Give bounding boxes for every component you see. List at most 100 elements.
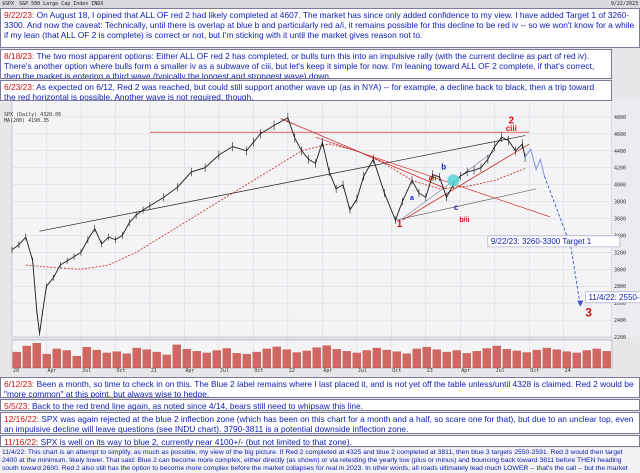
volume-bar: [352, 352, 361, 368]
volume-bar: [382, 349, 391, 368]
wave-label-a: a: [410, 195, 414, 202]
x-tick-label: 24: [565, 368, 571, 374]
volume-bar: [332, 349, 341, 368]
x-tick-label: Apr: [461, 368, 470, 374]
x-tick-label: 23: [427, 368, 433, 374]
volume-bar: [292, 352, 301, 368]
volume-bar: [362, 350, 371, 368]
volume-bar: [152, 351, 161, 368]
y-tick-label: 3600: [614, 217, 626, 223]
x-tick-label: Apr: [185, 368, 194, 374]
volume-bar: [342, 351, 351, 368]
volume-bar: [432, 349, 441, 368]
y-tick-label: 4600: [614, 132, 626, 138]
wave-label-2: 2: [509, 116, 515, 127]
volume-panel: [11, 339, 613, 369]
legend: SPX (Daily) 4320.06 MA(200) 4190.35: [4, 112, 61, 124]
volume-bar: [272, 346, 281, 368]
x-tick-label: 20: [13, 368, 19, 374]
red-rising-line: [402, 143, 530, 221]
x-tick-label: Jul: [82, 368, 91, 374]
volume-bar: [452, 350, 461, 368]
y-tick-label: 4800: [614, 115, 626, 121]
x-tick-label: Jul: [220, 368, 229, 374]
volume-bar: [282, 349, 291, 368]
volume-bar: [442, 351, 451, 368]
black-trend-line: [39, 135, 526, 232]
wave-label-c: c: [454, 203, 459, 212]
note-11-4-22: 11/4/22: This chart is an attempt to sim…: [0, 448, 640, 473]
target1-label: 9/22/23: 3260-3300 Target 1: [491, 237, 592, 246]
volume-bar: [252, 351, 261, 368]
note-12-16-22-date: 12/16/22:: [4, 414, 39, 424]
note-11-16-22-date: 11/16/22:: [4, 437, 39, 447]
target1-box: [487, 235, 621, 248]
volume-bar: [512, 350, 521, 368]
volume-bar: [232, 353, 241, 368]
volume-bar: [92, 349, 101, 368]
volume-bar: [112, 351, 121, 368]
wave-label-a-i: a/i: [429, 175, 437, 182]
volume-bar: [372, 347, 381, 368]
target2-label: 11/4/22: 2550-2591: [589, 293, 640, 302]
target2-box: [585, 291, 640, 304]
y-tick-label: 2600: [614, 301, 626, 307]
volume-bar: [402, 353, 411, 368]
note-6-23-23-date: 6/23/23:: [4, 82, 35, 92]
volume-bar: [322, 345, 331, 368]
volume-bar: [492, 345, 501, 368]
x-tick-label: Jul: [358, 368, 367, 374]
volume-bar: [222, 348, 231, 368]
volume-bar: [412, 348, 421, 368]
note-9-22-23-date: 9/22/23:: [4, 10, 35, 20]
volume-bar: [602, 351, 611, 368]
volume-bar: [202, 352, 211, 368]
inflection-zone-marker: [447, 174, 460, 187]
volume-bar: [142, 349, 151, 368]
chart-header: $SPX S&P 500 Large Cap Index INDX 9/22/2…: [0, 0, 640, 9]
target-arrowhead: [577, 300, 584, 307]
note-8-18-23-text: The two most apparent options: Either AL…: [4, 51, 595, 79]
legend-ma: MA(200) 4190.35: [4, 118, 50, 124]
note-5-5-23: 5/5/23: Back to the red trend line again…: [0, 399, 640, 411]
note-11-16-22: 11/16/22: SPX is well on its way to blue…: [0, 435, 640, 447]
volume-bar: [172, 344, 181, 368]
y-tick-label: 4200: [614, 166, 626, 172]
x-tick-label: Oct: [116, 368, 125, 374]
projection-path: [524, 147, 545, 177]
volume-bar: [542, 347, 551, 368]
volume-bar: [62, 350, 71, 368]
note-6-23-23-text: As expected on 6/12, Red 2 was reached, …: [4, 82, 595, 101]
note-11-4-22-text: 11/4/22: This chart is an attempt to sim…: [2, 449, 628, 472]
y-tick-label: 3200: [614, 250, 626, 256]
header-name: S&P 500 Large Cap Index INDX: [19, 1, 104, 7]
header-date: 9/22/2023: [610, 1, 638, 7]
volume-bar: [422, 347, 431, 368]
y-tick-label: 2400: [614, 318, 626, 324]
volume-bar: [72, 355, 81, 368]
x-tick-label: Oct: [392, 368, 401, 374]
y-tick-label: 4400: [614, 149, 626, 155]
note-12-16-22: 12/16/22: SPX was again rejected at the …: [0, 412, 640, 434]
wave-label-3: 3: [585, 306, 592, 320]
header-symbol: $SPX: [2, 1, 15, 7]
volume-bar: [482, 348, 491, 368]
note-5-5-23-text: Back to the red trend line again, as not…: [29, 401, 363, 411]
volume-bar: [302, 350, 311, 368]
volume-bar: [552, 349, 561, 368]
volume-bar: [42, 353, 51, 368]
legend-price: SPX (Daily) 4320.06: [4, 112, 62, 118]
volume-bar: [392, 351, 401, 368]
y-tick-label: 2800: [614, 284, 626, 290]
volume-bar: [312, 347, 321, 368]
note-6-23-23: 6/23/23: As expected on 6/12, Red 2 was …: [0, 80, 612, 101]
lower-channel-line: [402, 150, 495, 219]
volume-bar: [22, 345, 31, 368]
volume-bar: [122, 353, 131, 368]
volume-bar: [102, 352, 111, 368]
volume-bar: [522, 352, 531, 368]
volume-bar: [462, 353, 471, 368]
volume-bar: [582, 350, 591, 368]
wave-label-1: 1: [397, 219, 403, 230]
